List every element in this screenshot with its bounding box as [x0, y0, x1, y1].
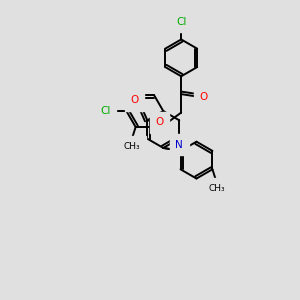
- Text: O: O: [199, 92, 207, 101]
- Text: Cl: Cl: [100, 106, 111, 116]
- Text: CH₃: CH₃: [209, 184, 226, 193]
- Text: CH₃: CH₃: [124, 142, 140, 151]
- Text: O: O: [131, 95, 139, 105]
- Text: O: O: [155, 117, 163, 128]
- Text: Cl: Cl: [176, 16, 186, 27]
- Text: N: N: [176, 140, 183, 150]
